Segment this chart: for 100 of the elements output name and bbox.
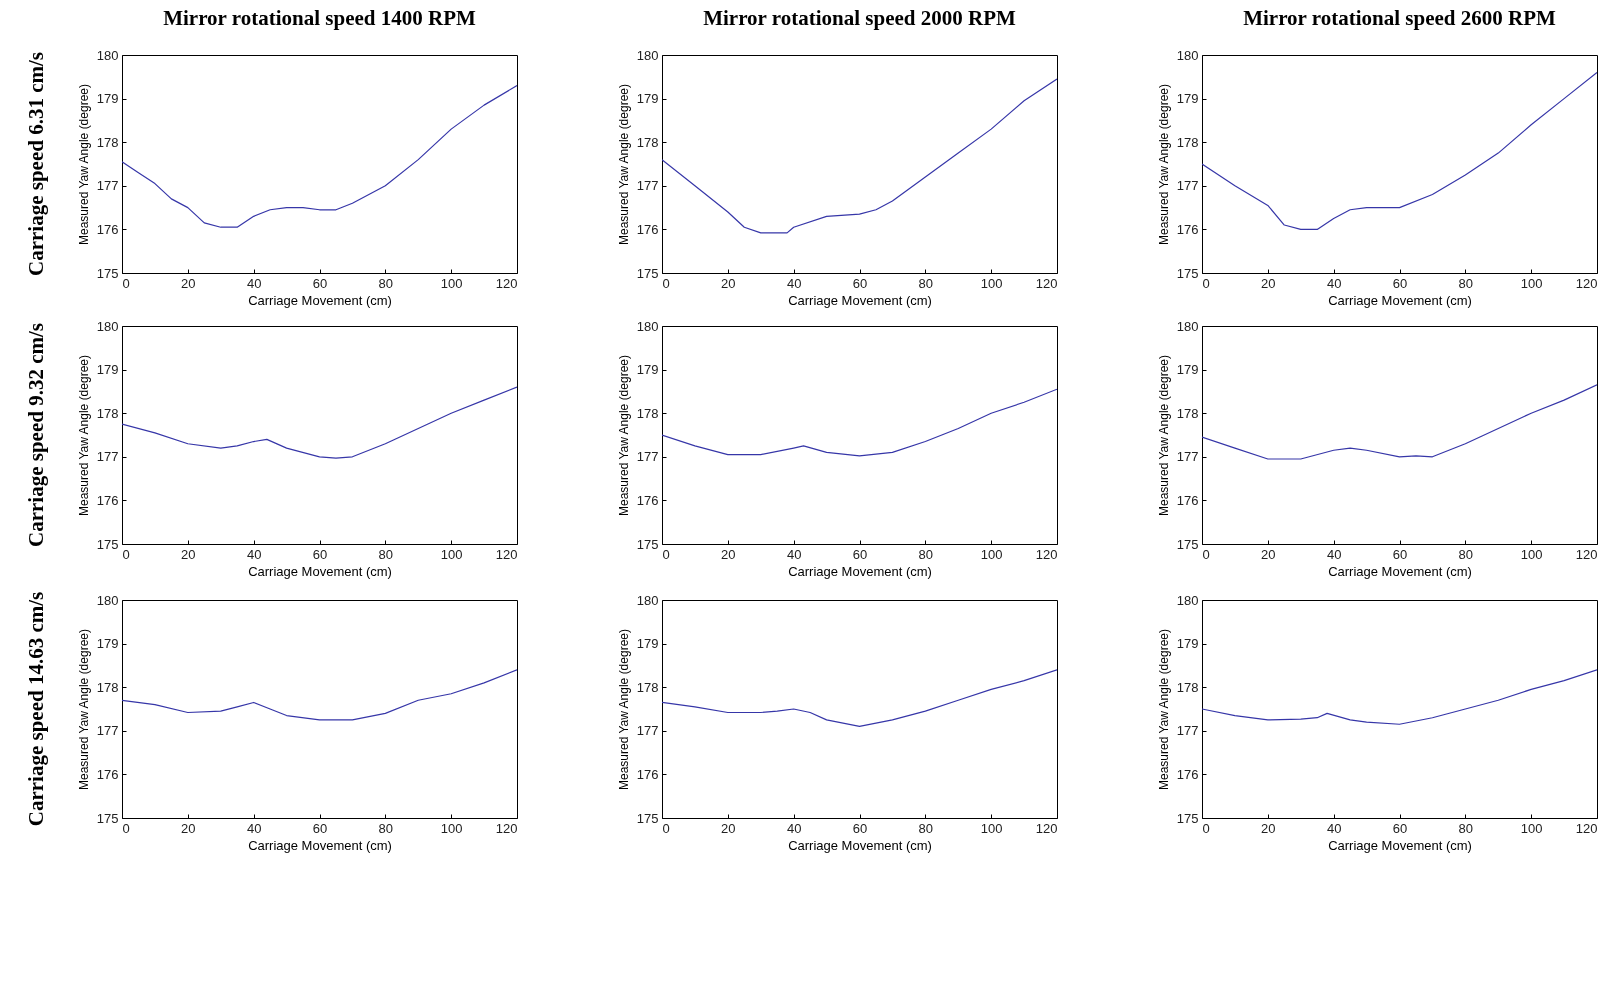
y-tick-label: 178 — [636, 134, 659, 150]
y-tick-label: 176 — [96, 766, 119, 782]
y-tick-label: 180 — [96, 47, 119, 63]
x-tick-label: 20 — [181, 820, 196, 836]
x-tick-label: 120 — [495, 546, 518, 562]
x-tick-label: 0 — [1202, 820, 1210, 836]
x-tick-label: 100 — [1520, 275, 1543, 291]
y-axis-title: Measured Yaw Angle (degree) — [76, 629, 91, 790]
x-tick-label: 20 — [181, 275, 196, 291]
x-tick-label: 40 — [246, 546, 262, 562]
y-axis-title: Measured Yaw Angle (degree) — [616, 84, 631, 245]
y-tick-label: 177 — [636, 449, 659, 465]
x-tick-label: 60 — [1392, 546, 1408, 562]
y-tick-label: 178 — [636, 679, 659, 695]
y-tick-label: 175 — [636, 810, 659, 826]
x-tick-label: 0 — [122, 275, 130, 291]
x-tick-label: 100 — [1520, 546, 1543, 562]
x-tick-label: 0 — [122, 546, 130, 562]
x-tick-label: 100 — [980, 546, 1003, 562]
x-tick-label: 60 — [852, 546, 868, 562]
y-tick-label: 178 — [1176, 679, 1199, 695]
y-tick-label: 175 — [1176, 536, 1199, 552]
y-tick-label: 175 — [636, 265, 659, 281]
text: Carriage speed 6.31 cm/s — [24, 52, 48, 276]
x-tick-label: 20 — [1261, 820, 1276, 836]
y-tick-label: 176 — [1176, 221, 1199, 237]
x-tick-label: 60 — [312, 546, 328, 562]
y-tick-label: 179 — [636, 636, 659, 652]
x-tick-label: 40 — [246, 820, 262, 836]
y-tick-label: 176 — [96, 221, 119, 237]
x-tick-label: 80 — [1458, 546, 1474, 562]
y-tick-label: 178 — [1176, 405, 1199, 421]
x-tick-label: 40 — [786, 275, 802, 291]
y-tick-label: 180 — [96, 592, 119, 608]
x-axis-title: Carriage Movement (cm) — [1328, 837, 1472, 853]
y-tick-label: 176 — [636, 492, 659, 508]
x-tick-label: 120 — [1035, 546, 1058, 562]
x-tick-label: 120 — [1035, 275, 1058, 291]
y-tick-label: 179 — [96, 91, 119, 107]
x-tick-label: 60 — [312, 820, 328, 836]
x-tick-label: 100 — [980, 820, 1003, 836]
y-tick-label: 180 — [1176, 318, 1199, 334]
x-tick-label: 40 — [1326, 820, 1342, 836]
x-tick-label: 0 — [662, 820, 670, 836]
x-tick-label: 0 — [1202, 275, 1210, 291]
y-tick-label: 177 — [636, 723, 659, 739]
x-tick-label: 40 — [786, 820, 802, 836]
x-tick-label: 20 — [721, 546, 736, 562]
y-tick-label: 180 — [96, 318, 119, 334]
x-tick-label: 20 — [721, 275, 736, 291]
y-tick-label: 175 — [1176, 810, 1199, 826]
text: Carriage speed 14.63 cm/s — [24, 591, 48, 827]
y-tick-label: 178 — [636, 405, 659, 421]
x-tick-label: 80 — [918, 275, 934, 291]
x-axis-title: Carriage Movement (cm) — [1328, 563, 1472, 579]
y-tick-label: 179 — [636, 362, 659, 378]
y-axis-title: Measured Yaw Angle (degree) — [76, 84, 91, 245]
y-tick-label: 176 — [636, 766, 659, 782]
x-axis-title: Carriage Movement (cm) — [248, 292, 392, 308]
text: Carriage speed 9.32 cm/s — [24, 323, 48, 547]
x-tick-label: 120 — [1575, 546, 1598, 562]
x-tick-label: 60 — [1392, 275, 1408, 291]
x-axis-title: Carriage Movement (cm) — [788, 563, 932, 579]
y-tick-label: 175 — [1176, 265, 1199, 281]
y-tick-label: 180 — [1176, 592, 1199, 608]
x-tick-label: 80 — [378, 546, 394, 562]
y-tick-label: 175 — [636, 536, 659, 552]
x-axis-title: Carriage Movement (cm) — [788, 292, 932, 308]
x-tick-label: 40 — [246, 275, 262, 291]
y-tick-label: 176 — [1176, 766, 1199, 782]
x-tick-label: 80 — [1458, 275, 1474, 291]
y-tick-label: 180 — [636, 47, 659, 63]
y-tick-label: 175 — [96, 536, 119, 552]
x-tick-label: 60 — [852, 275, 868, 291]
x-tick-label: 100 — [440, 275, 463, 291]
y-axis-title: Measured Yaw Angle (degree) — [616, 629, 631, 790]
x-tick-label: 80 — [1458, 820, 1474, 836]
line-series — [662, 669, 1057, 728]
y-tick-label: 179 — [96, 362, 119, 378]
chart-title: Mirror rotational speed 2000 RPM — [703, 6, 1016, 30]
line-series — [1202, 71, 1597, 230]
y-tick-label: 176 — [636, 221, 659, 237]
y-axis-title: Measured Yaw Angle (degree) — [76, 355, 91, 516]
chart-title: Mirror rotational speed 2600 RPM — [1243, 6, 1556, 30]
x-tick-label: 100 — [440, 546, 463, 562]
x-tick-label: 40 — [1326, 546, 1342, 562]
y-tick-label: 180 — [1176, 47, 1199, 63]
x-axis-title: Carriage Movement (cm) — [788, 837, 932, 853]
x-tick-label: 60 — [852, 820, 868, 836]
y-tick-label: 177 — [1176, 449, 1199, 465]
x-tick-label: 120 — [1575, 820, 1598, 836]
y-tick-label: 178 — [96, 679, 119, 695]
y-tick-label: 175 — [96, 265, 119, 281]
x-tick-label: 0 — [122, 820, 130, 836]
y-axis-title: Measured Yaw Angle (degree) — [1156, 355, 1171, 516]
chart-title: Mirror rotational speed 1400 RPM — [163, 6, 476, 30]
x-tick-label: 120 — [495, 820, 518, 836]
x-tick-label: 120 — [495, 275, 518, 291]
x-tick-label: 60 — [312, 275, 328, 291]
line-series — [662, 78, 1057, 234]
